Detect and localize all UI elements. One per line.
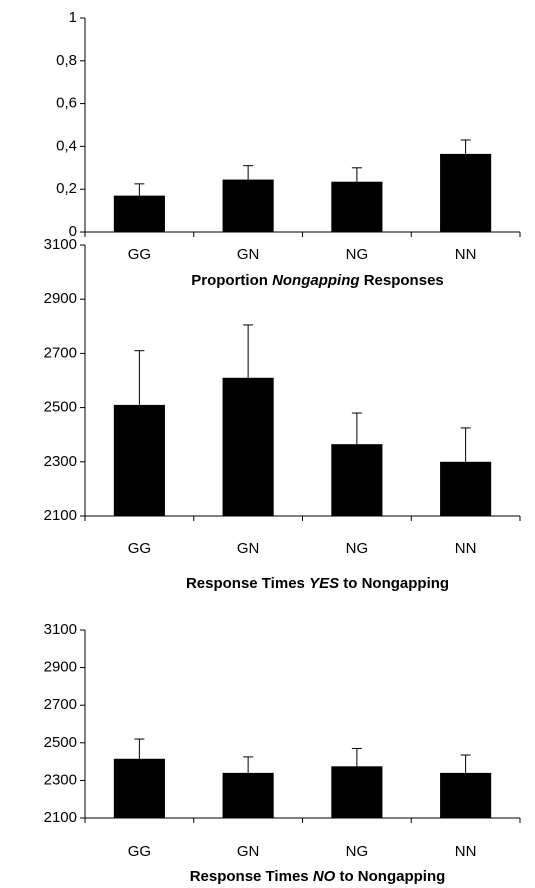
- x-tick-label: NG: [346, 843, 369, 860]
- y-tick-label: 2500: [44, 734, 77, 751]
- x-tick-label: GN: [237, 540, 260, 557]
- x-tick-label: NN: [455, 843, 477, 860]
- y-tick-label: 0: [69, 223, 77, 240]
- y-tick-label: 3100: [44, 236, 77, 253]
- x-tick-label: GG: [128, 540, 151, 557]
- y-tick-label: 0,6: [56, 95, 77, 112]
- title-part: to Nongapping: [339, 868, 445, 885]
- bar: [331, 181, 383, 232]
- x-tick-label: NN: [455, 540, 477, 557]
- title-part: Responses: [364, 272, 444, 289]
- title-part: NO: [313, 868, 336, 885]
- chart-title: Proportion Nongapping Responses: [191, 272, 444, 289]
- bar: [113, 404, 165, 516]
- y-tick-label: 0,2: [56, 180, 77, 197]
- title-part: YES: [309, 575, 339, 592]
- bar: [440, 153, 492, 232]
- bar: [440, 461, 492, 516]
- title-part: to Nongapping: [343, 575, 449, 592]
- bar-chart: 2100 2300 2500 2700 2900 3100 GG GN NG NN Response…: [44, 621, 521, 885]
- y-tick-label: 3100: [44, 621, 77, 638]
- x-tick-label: GN: [237, 246, 260, 263]
- chart-title: Response Times YES to Nongapping: [186, 575, 449, 592]
- bar: [222, 772, 274, 818]
- bar: [222, 377, 274, 516]
- y-tick-label: 2100: [44, 809, 77, 826]
- chart-title: Response Times NO to Nongapping: [190, 868, 446, 885]
- x-tick-label: GG: [128, 843, 151, 860]
- x-tick-label: NG: [346, 540, 369, 557]
- y-tick-label: 2700: [44, 696, 77, 713]
- y-tick-label: 2900: [44, 659, 77, 676]
- y-tick-label: 2500: [44, 399, 77, 416]
- x-tick-label: GG: [128, 246, 151, 263]
- x-tick-label: NN: [455, 246, 477, 263]
- title-part: Response Times: [190, 868, 309, 885]
- bar-chart: 2100 2300 2500 2700 2900 3100 GG GN NG NN Response…: [44, 236, 521, 592]
- y-tick-label: 1: [69, 9, 77, 26]
- bar: [113, 758, 165, 818]
- x-tick-label: GN: [237, 843, 260, 860]
- title-part: Proportion: [191, 272, 268, 289]
- y-tick-label: 2700: [44, 344, 77, 361]
- y-tick-label: 0,4: [56, 137, 77, 154]
- bar-chart: 0 0,2 0,4 0,6 0,8 1 GG GN NG NN Proportion Nongapp…: [56, 9, 521, 289]
- bar: [440, 772, 492, 818]
- x-tick-label: NG: [346, 246, 369, 263]
- bar: [113, 195, 165, 232]
- y-tick-label: 2300: [44, 771, 77, 788]
- y-tick-label: 2100: [44, 507, 77, 524]
- y-tick-label: 2900: [44, 290, 77, 307]
- bar: [331, 766, 383, 818]
- bar: [222, 179, 274, 232]
- y-tick-label: 0,8: [56, 52, 77, 69]
- title-part: Nongapping: [272, 272, 359, 289]
- bar: [331, 444, 383, 516]
- y-tick-label: 2300: [44, 453, 77, 470]
- title-part: Response Times: [186, 575, 305, 592]
